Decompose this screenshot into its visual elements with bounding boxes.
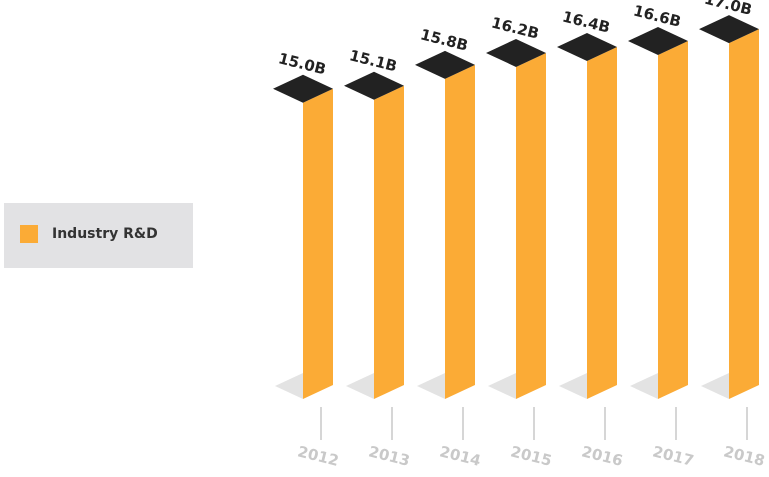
bar: [729, 29, 759, 399]
bar-shadow: [346, 373, 374, 399]
bar-top: [699, 15, 759, 44]
bar-top: [344, 71, 404, 100]
x-tick-label: 2013: [367, 442, 412, 470]
value-label: 15.1B: [348, 46, 399, 75]
bar-top: [486, 38, 546, 67]
value-label: 16.2B: [490, 13, 541, 42]
bar-shadow: [275, 373, 303, 399]
bar-shadow: [630, 373, 658, 399]
bar-top: [415, 50, 475, 79]
legend: Industry R&D: [4, 203, 193, 268]
value-label: 15.8B: [419, 25, 470, 54]
bar: [587, 46, 617, 399]
bar-top: [273, 74, 333, 103]
bar-top: [628, 27, 688, 56]
value-label: 16.4B: [561, 8, 612, 37]
bar-shadow: [559, 373, 587, 399]
x-tick-label: 2015: [509, 442, 554, 470]
x-tick-label: 2014: [438, 442, 483, 470]
x-tick-label: 2018: [722, 442, 767, 470]
bar: [374, 85, 404, 399]
bar: [445, 64, 475, 400]
bar: [658, 41, 688, 400]
bar: [303, 88, 333, 399]
bar-shadow: [701, 373, 729, 399]
legend-label: Industry R&D: [52, 226, 158, 242]
bar: [516, 52, 546, 399]
bar-shadow: [417, 373, 445, 399]
x-tick-label: 2017: [651, 442, 696, 470]
value-label: 16.6B: [632, 2, 683, 31]
bar-shadow: [488, 373, 516, 399]
x-tick-label: 2012: [296, 442, 341, 470]
x-tick-label: 2016: [580, 442, 625, 470]
value-label: 15.0B: [277, 49, 328, 78]
legend-swatch: [20, 225, 38, 243]
bar-top: [557, 32, 617, 61]
